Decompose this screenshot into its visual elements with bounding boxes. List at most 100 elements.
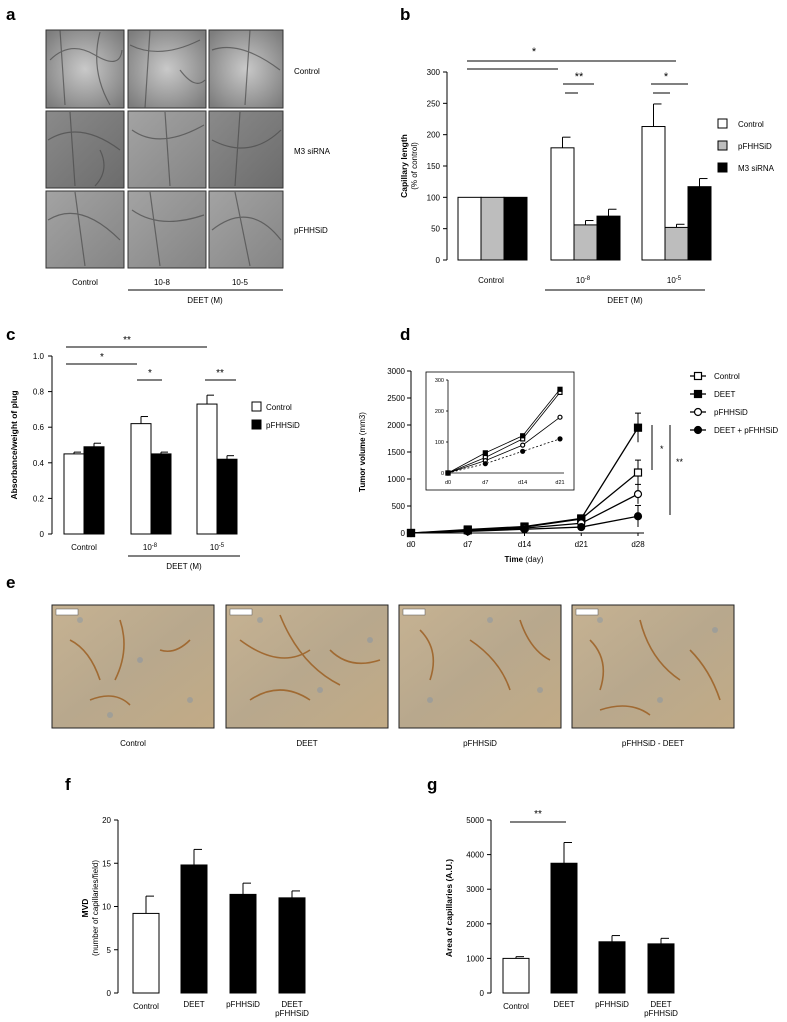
inset-x-tick-label-d: d0: [445, 480, 451, 486]
x-tick-label-f: DEET pFHHSiD: [275, 1000, 309, 1018]
y-axis-label-d: Tumor volume (mm3): [358, 412, 367, 492]
bar-f: [132, 912, 160, 994]
inset-x-tick-label-d: d7: [482, 480, 488, 486]
bar-c-control: [130, 423, 152, 535]
y-tick-label-d: 2000: [387, 421, 405, 430]
y-tick-label-b: 150: [427, 162, 441, 171]
panel-letter-c: c: [6, 325, 15, 344]
y-tick-label-d: 500: [392, 502, 406, 511]
ihc-vessel-staining: [69, 614, 721, 716]
inset-y-tick-label-d: 300: [435, 378, 444, 384]
y-axis-label2-f: (number of capillaries/field): [91, 860, 100, 956]
y-tick-label-b: 300: [427, 68, 441, 77]
significance-mark-d: *: [660, 444, 664, 454]
legend-swatch-c: [251, 401, 262, 412]
inset-point-d-deet-pfhhsid: [445, 470, 451, 476]
panel-letter-b: b: [400, 5, 410, 24]
panel-a: a Control M3 siRNA pFHHSiD Control 10-8 …: [6, 5, 331, 305]
y-tick-label-g: 1000: [466, 954, 484, 963]
legend-label-c: pFHHSiD: [266, 421, 300, 430]
significance-mark-b: **: [575, 71, 584, 83]
y-tick-label-d: 3000: [387, 367, 405, 376]
significance-mark-c: **: [216, 368, 224, 379]
bar-b-control: [550, 147, 575, 261]
bar-g: [647, 943, 675, 994]
bar-f: [229, 893, 257, 994]
significance-mark-c: **: [123, 335, 131, 346]
y-tick-label-d: 2500: [387, 394, 405, 403]
bar-c-pfhhsid: [83, 446, 105, 535]
legend-label-c: Control: [266, 403, 292, 412]
x-tick-label-c: Control: [71, 543, 97, 552]
inset-point-d-deet-pfhhsid: [557, 436, 563, 442]
y-tick-label-c: 0.8: [33, 388, 45, 397]
x-tick-label-d: d14: [518, 540, 532, 549]
bar-g: [502, 957, 530, 994]
ihc-image-pfhhsid-deet: [571, 604, 735, 729]
bar-c-control: [196, 403, 218, 535]
y-tick-label-f: 15: [102, 859, 111, 868]
inset-series-line-d-control: [447, 392, 561, 474]
inset-point-d-deet-pfhhsid: [520, 448, 526, 454]
y-tick-label-f: 20: [102, 816, 111, 825]
x-tick-label-d: d7: [463, 540, 472, 549]
x-tick-label-g: Control: [503, 1002, 529, 1011]
point-d-deet: [633, 423, 643, 432]
y-tick-label-b: 250: [427, 99, 441, 108]
inset-point-d-deet: [520, 433, 526, 439]
inset-x-tick-label-d: d21: [555, 480, 564, 486]
y-tick-label-b: 200: [427, 131, 441, 140]
legend-swatch-c: [251, 419, 262, 430]
micrograph-m3sirna-deet-1e-5: [208, 110, 284, 189]
y-tick-label-d: 1000: [387, 475, 405, 484]
ihc-image-control: [51, 604, 215, 729]
significance-mark-c: *: [148, 368, 152, 379]
panel-letter-f: f: [65, 775, 71, 794]
y-tick-label-f: 5: [107, 946, 112, 955]
x-tick-label-b: 10-8: [576, 276, 591, 285]
col-label-control: Control: [72, 278, 98, 287]
x-tick-label-c: 10-5: [210, 543, 225, 552]
panel-letter-e: e: [6, 573, 15, 592]
legend-label-b: Control: [738, 120, 764, 129]
x-axis-label-d: Time (day): [505, 555, 544, 564]
x-tick-label-g: DEET pFHHSiD: [644, 1000, 678, 1018]
y-tick-label-c: 1.0: [33, 352, 45, 361]
panel-letter-g: g: [427, 775, 437, 794]
row-label-pfhhsid: pFHHSiD: [294, 226, 328, 235]
x-tick-label-g: DEET: [553, 1000, 574, 1009]
y-axis-label-g: Area of capillaries (A.U.): [444, 859, 454, 957]
x-tick-label-c: 10-8: [143, 543, 158, 552]
y-axis-label-b: Capillary length: [399, 134, 409, 198]
significance-mark-b: *: [532, 46, 537, 58]
bar-f: [278, 897, 306, 994]
scale-bar: [229, 608, 253, 616]
inset-series-line-d-deet-pfhhsid: [447, 438, 561, 474]
inset-point-d-pfhhsid: [557, 414, 563, 420]
row-label-control: Control: [294, 67, 320, 76]
x-tick-label-b: 10-5: [667, 276, 682, 285]
inset-series-line-d-deet: [447, 389, 561, 474]
y-tick-label-b: 0: [436, 256, 441, 265]
y-tick-label-b: 50: [431, 225, 440, 234]
inset-series-line-d-pfhhsid: [447, 416, 561, 474]
ihc-label-deet: DEET: [296, 739, 317, 748]
inset-y-tick-label-d: 0: [441, 471, 444, 477]
inset-point-d-pfhhsid: [520, 442, 526, 448]
bar-b-control: [457, 196, 482, 261]
col-label-deet-1e-8: 10-8: [154, 278, 171, 287]
micrograph-control-control: [45, 29, 125, 109]
y-tick-label-c: 0.4: [33, 459, 45, 468]
micrograph-control-deet-1e-8: [127, 29, 207, 109]
capillary-network-texture: [47, 29, 282, 267]
legend-swatch-b: [717, 118, 728, 129]
significance-mark-g: **: [534, 809, 542, 820]
legend-label-d: DEET + pFHHSiD: [714, 426, 778, 435]
legend-swatch-b: [717, 140, 728, 151]
x-group-label-b: DEET (M): [607, 296, 643, 305]
x-tick-label-d: d28: [631, 540, 645, 549]
ihc-label-control: Control: [120, 739, 146, 748]
significance-mark-c: *: [100, 352, 104, 363]
